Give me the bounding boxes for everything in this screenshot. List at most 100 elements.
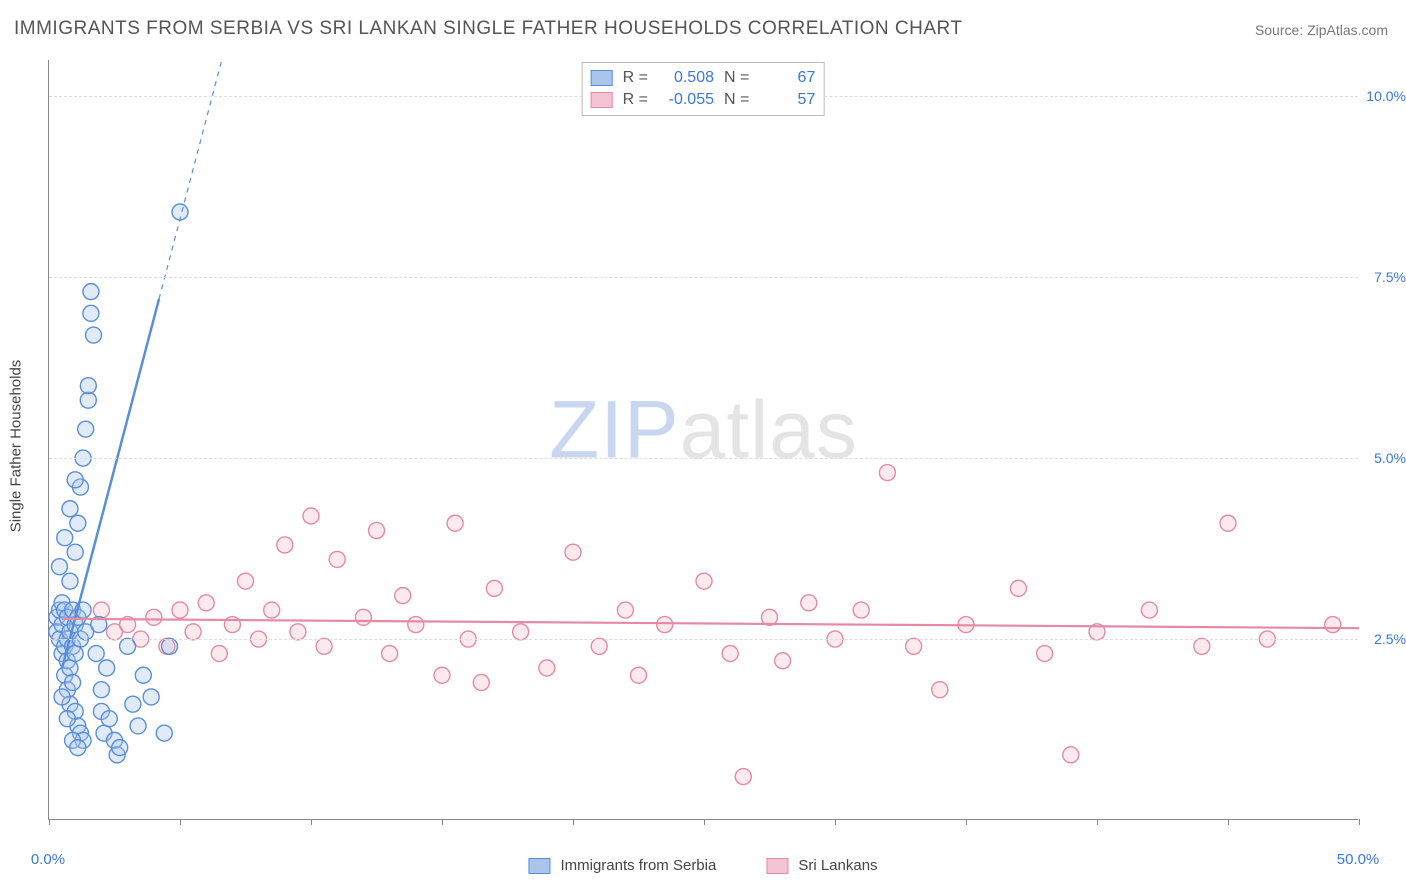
data-point-srilankan bbox=[617, 602, 633, 618]
data-point-srilankan bbox=[1063, 747, 1079, 763]
data-point-serbia bbox=[80, 378, 96, 394]
grid-line bbox=[49, 277, 1358, 278]
data-point-serbia bbox=[57, 530, 73, 546]
data-point-srilankan bbox=[879, 465, 895, 481]
data-point-srilankan bbox=[722, 646, 738, 662]
source-name: ZipAtlas.com bbox=[1307, 22, 1388, 38]
data-point-srilankan bbox=[657, 617, 673, 633]
data-point-srilankan bbox=[735, 769, 751, 785]
legend-label: Sri Lankans bbox=[798, 857, 877, 874]
x-tick bbox=[966, 819, 967, 825]
x-tick bbox=[1359, 819, 1360, 825]
data-point-serbia bbox=[88, 646, 104, 662]
data-point-srilankan bbox=[369, 522, 385, 538]
data-point-srilankan bbox=[1194, 638, 1210, 654]
x-tick bbox=[835, 819, 836, 825]
data-point-serbia bbox=[120, 638, 136, 654]
data-point-srilankan bbox=[211, 646, 227, 662]
data-point-srilankan bbox=[408, 617, 424, 633]
data-point-serbia bbox=[70, 740, 86, 756]
data-point-srilankan bbox=[146, 609, 162, 625]
data-point-srilankan bbox=[932, 682, 948, 698]
data-point-srilankan bbox=[853, 602, 869, 618]
n-label: N = bbox=[724, 91, 749, 109]
x-tick bbox=[442, 819, 443, 825]
n-value: 67 bbox=[759, 69, 815, 87]
r-label: R = bbox=[623, 69, 648, 87]
legend-item-serbia: Immigrants from Serbia bbox=[528, 857, 716, 874]
data-point-srilankan bbox=[198, 595, 214, 611]
data-point-serbia bbox=[65, 674, 81, 690]
data-point-srilankan bbox=[1220, 515, 1236, 531]
r-value: 0.508 bbox=[658, 69, 714, 87]
data-point-srilankan bbox=[395, 588, 411, 604]
grid-line bbox=[49, 639, 1358, 640]
data-point-srilankan bbox=[238, 573, 254, 589]
data-point-serbia bbox=[130, 718, 146, 734]
data-point-srilankan bbox=[316, 638, 332, 654]
x-tick bbox=[573, 819, 574, 825]
data-point-serbia bbox=[93, 682, 109, 698]
legend-swatch bbox=[591, 70, 613, 86]
bottom-legend: Immigrants from Serbia Sri Lankans bbox=[528, 857, 877, 874]
n-label: N = bbox=[724, 69, 749, 87]
chart-svg bbox=[49, 60, 1358, 819]
data-point-srilankan bbox=[93, 602, 109, 618]
x-tick bbox=[1097, 819, 1098, 825]
data-point-serbia bbox=[62, 573, 78, 589]
data-point-serbia bbox=[86, 327, 102, 343]
y-tick-label: 10.0% bbox=[1362, 88, 1406, 104]
data-point-serbia bbox=[135, 667, 151, 683]
source-attribution: Source: ZipAtlas.com bbox=[1255, 22, 1388, 38]
data-point-serbia bbox=[78, 421, 94, 437]
data-point-srilankan bbox=[591, 638, 607, 654]
x-tick bbox=[49, 819, 50, 825]
y-tick-label: 2.5% bbox=[1362, 631, 1406, 647]
x-max-label: 50.0% bbox=[1337, 851, 1380, 868]
data-point-serbia bbox=[70, 515, 86, 531]
data-point-srilankan bbox=[473, 674, 489, 690]
data-point-serbia bbox=[112, 740, 128, 756]
stats-legend: R =0.508N =67R =-0.055N =57 bbox=[582, 62, 825, 116]
data-point-serbia bbox=[83, 305, 99, 321]
data-point-serbia bbox=[67, 472, 83, 488]
grid-line bbox=[49, 458, 1358, 459]
data-point-srilankan bbox=[1141, 602, 1157, 618]
data-point-srilankan bbox=[906, 638, 922, 654]
x-tick bbox=[1228, 819, 1229, 825]
legend-swatch bbox=[766, 858, 788, 874]
data-point-serbia bbox=[99, 660, 115, 676]
r-value: -0.055 bbox=[658, 91, 714, 109]
source-prefix: Source: bbox=[1255, 22, 1307, 38]
legend-item-srilankan: Sri Lankans bbox=[766, 857, 877, 874]
data-point-serbia bbox=[162, 638, 178, 654]
data-point-srilankan bbox=[539, 660, 555, 676]
data-point-serbia bbox=[67, 544, 83, 560]
n-value: 57 bbox=[759, 91, 815, 109]
data-point-srilankan bbox=[801, 595, 817, 611]
data-point-srilankan bbox=[447, 515, 463, 531]
data-point-srilankan bbox=[513, 624, 529, 640]
data-point-srilankan bbox=[1325, 617, 1341, 633]
legend-label: Immigrants from Serbia bbox=[560, 857, 716, 874]
data-point-srilankan bbox=[565, 544, 581, 560]
data-point-srilankan bbox=[1010, 580, 1026, 596]
data-point-srilankan bbox=[303, 508, 319, 524]
data-point-srilankan bbox=[382, 646, 398, 662]
y-axis-label: Single Father Households bbox=[8, 360, 25, 533]
x-origin-label: 0.0% bbox=[31, 851, 65, 868]
data-point-srilankan bbox=[329, 551, 345, 567]
data-point-srilankan bbox=[264, 602, 280, 618]
data-point-serbia bbox=[54, 689, 70, 705]
legend-swatch bbox=[591, 92, 613, 108]
plot-area: ZIPatlas 2.5%5.0%7.5%10.0% bbox=[48, 60, 1358, 820]
data-point-srilankan bbox=[631, 667, 647, 683]
data-point-srilankan bbox=[277, 537, 293, 553]
data-point-serbia bbox=[156, 725, 172, 741]
x-tick bbox=[311, 819, 312, 825]
trend-line-srilankan bbox=[62, 619, 1359, 628]
x-tick bbox=[704, 819, 705, 825]
data-point-srilankan bbox=[696, 573, 712, 589]
data-point-srilankan bbox=[185, 624, 201, 640]
data-point-serbia bbox=[67, 646, 83, 662]
